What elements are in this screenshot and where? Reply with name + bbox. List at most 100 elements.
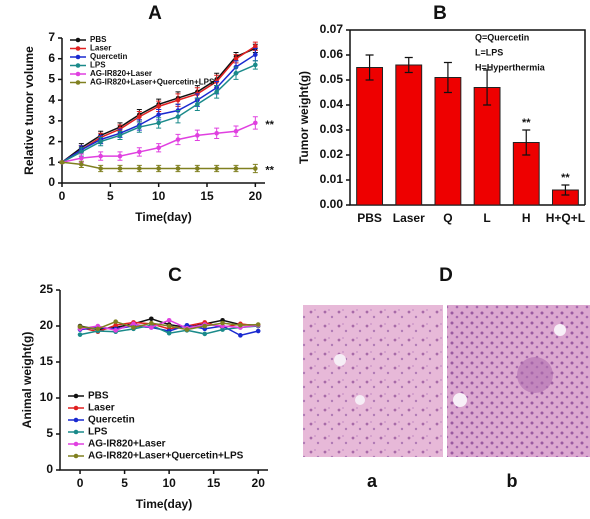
point (233, 166, 239, 171)
point (253, 166, 258, 171)
panel-label: B (433, 3, 447, 24)
point (195, 133, 200, 138)
legend-marker (75, 37, 81, 43)
x-tick-label: 0 (77, 476, 84, 490)
x-tick-label: 5 (121, 476, 128, 490)
legend-label: Quercetin (88, 415, 135, 426)
point (117, 166, 123, 171)
x-tick-label: H (522, 211, 531, 225)
legend-marker (75, 46, 81, 51)
image-detail (554, 324, 566, 336)
point (238, 322, 243, 328)
point (137, 166, 142, 171)
point (253, 43, 258, 49)
annotation: ** (265, 164, 274, 176)
x-tick-label: L (483, 211, 490, 225)
image-detail (334, 354, 346, 366)
y-tick-label: 15 (40, 354, 54, 368)
point (166, 317, 172, 323)
axis (349, 30, 585, 206)
annotation: ** (561, 172, 570, 184)
point (166, 330, 172, 336)
error-bar (365, 54, 374, 81)
point (137, 124, 142, 130)
point (195, 101, 200, 107)
x-tick-label: 15 (200, 189, 214, 203)
error-bar (404, 56, 413, 74)
error-bar (522, 129, 531, 156)
point (166, 323, 172, 329)
point (117, 153, 123, 159)
y-tick-label: 0.07 (320, 22, 344, 36)
point (156, 120, 161, 126)
point (156, 104, 161, 109)
error-bar (561, 184, 570, 196)
legend-marker (73, 417, 79, 423)
legend-label: LPS (90, 61, 106, 70)
x-axis-label: Time(day) (136, 497, 192, 511)
point (113, 319, 118, 324)
x-tick-label: 20 (249, 189, 263, 203)
x-tick-label: Laser (393, 211, 425, 225)
point (79, 162, 84, 167)
y-tick-label: 0.01 (320, 172, 344, 186)
point (184, 327, 190, 332)
legend-marker (73, 393, 79, 399)
point (220, 327, 225, 332)
y-tick-label: 5 (46, 426, 53, 440)
legend-marker (75, 54, 81, 60)
panel-label: C (168, 265, 182, 286)
annotation: ** (265, 119, 274, 131)
point (202, 331, 208, 337)
point (156, 145, 161, 151)
point (214, 89, 219, 95)
point (253, 52, 258, 57)
x-tick-label: 10 (152, 189, 166, 203)
note: H=Hyperthermia (475, 62, 546, 72)
point (59, 159, 65, 165)
legend-label: Laser (88, 403, 115, 414)
y-tick-label: 3 (48, 113, 55, 127)
legend-marker (75, 63, 81, 68)
point (149, 320, 154, 326)
bar (356, 67, 384, 206)
legend-label: AG-IR820+Laser (90, 69, 152, 78)
annotation: ** (522, 117, 531, 129)
bar (434, 77, 462, 206)
note: Q=Quercetin (475, 32, 529, 42)
x-axis-label: Time(day) (135, 210, 191, 224)
note: L=LPS (475, 47, 503, 57)
point (175, 166, 181, 171)
y-tick-label: 0 (48, 175, 55, 189)
y-tick-label: 0.06 (320, 47, 344, 61)
point (202, 323, 208, 329)
point (175, 114, 181, 120)
x-tick-label: 20 (252, 476, 266, 490)
y-tick-label: 0.05 (320, 72, 344, 86)
point (95, 326, 101, 332)
image-a (303, 305, 443, 457)
y-tick-label: 2 (48, 134, 55, 148)
image-detail (453, 393, 467, 407)
point (113, 328, 118, 333)
histology-images (303, 305, 590, 457)
point (156, 112, 161, 117)
legend-label: AG-IR820+Laser+Quercetin+LPS (88, 451, 244, 462)
bar (395, 64, 423, 206)
legend-label: Quercetin (90, 52, 127, 61)
point (113, 322, 118, 328)
y-axis-label: Relative tumor volume (22, 46, 36, 175)
point (149, 325, 154, 330)
legend-marker (73, 441, 79, 447)
y-tick-label: 5 (48, 72, 55, 86)
point (175, 137, 181, 142)
legend-label: PBS (88, 391, 109, 402)
point (98, 139, 103, 144)
point (137, 114, 142, 120)
point (253, 62, 258, 68)
legend-marker (73, 405, 79, 411)
point (131, 325, 136, 330)
y-tick-label: 0.03 (320, 122, 344, 136)
point (117, 133, 123, 138)
series-line (61, 122, 256, 164)
